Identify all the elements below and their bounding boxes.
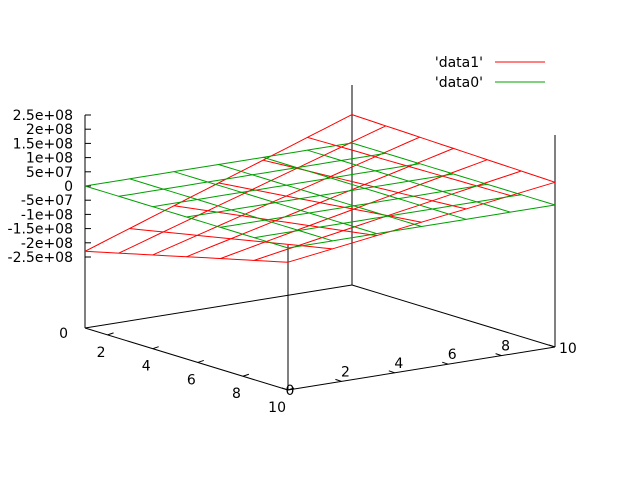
surface-line [351,142,556,206]
x-tick-mark [197,359,204,363]
legend-label: 'data1' [435,55,483,71]
z-tick-label: 1.5e+08 [13,136,73,152]
surface-line [307,136,511,197]
x-tick-mark [152,346,159,350]
surfaces [84,114,556,263]
x-tick-label: 4 [142,359,151,375]
z-tick-label: 5e+07 [26,165,73,181]
surface-line [84,185,289,249]
y-tick-mark [442,361,449,365]
z-tick-label: -2.5e+08 [8,250,73,266]
surface-line [129,228,333,250]
y-tick-mark [388,370,395,374]
x-tick-label: 10 [268,400,286,416]
x-tick-label: 8 [232,386,241,402]
y-tick-mark [495,353,502,357]
surface-line [218,164,422,227]
surface-line [84,250,289,263]
surface-line [173,171,378,235]
axis-line [287,346,556,391]
z-tick-label: 0 [64,179,73,195]
y-tick-mark [548,344,556,348]
x-tick-mark [107,332,114,336]
z-tick-label: 1e+08 [26,151,73,167]
x-tick-mark [287,387,295,391]
y-tick-mark [335,378,342,382]
surface-data1 [84,114,556,263]
z-tick-label: -1e+08 [21,207,73,223]
x-tick-label: 2 [97,345,106,361]
surface-line [84,114,353,252]
legend-label: 'data0' [435,75,483,91]
legend: 'data1' 'data0' [435,55,545,91]
surface-line [129,178,333,242]
surface-data0 [84,142,556,249]
tick-labels: 2.5e+082e+081.5e+081e+085e+070-5e+07-1e+… [8,108,577,416]
surface-line [351,114,556,183]
y-tick-label: 6 [448,347,457,363]
axis-line [351,284,556,348]
surface-line [173,205,378,237]
z-tick-label: 2.5e+08 [13,108,73,124]
z-tick-label: 2e+08 [26,122,73,138]
z-tick-label: -1.5e+08 [8,222,73,238]
x-tick-label: 6 [187,372,196,388]
surface-line [262,159,467,210]
y-tick-label: 8 [501,339,510,355]
y-tick-label: 10 [559,341,577,357]
surface-line [262,156,467,220]
z-tick-label: -2e+08 [21,236,73,252]
x-tick-mark [242,373,250,377]
z-tick-label: -5e+07 [21,193,73,209]
y-tick-label: 2 [341,364,350,380]
y-tick-label: 0 [286,383,295,399]
y-tick-mark [281,387,289,391]
axes [84,85,556,391]
y-tick-label: 4 [394,356,403,372]
axis-line [84,327,289,391]
z-base-label: 0 [59,326,68,342]
surface-line [307,149,511,213]
axis-line [84,284,353,329]
